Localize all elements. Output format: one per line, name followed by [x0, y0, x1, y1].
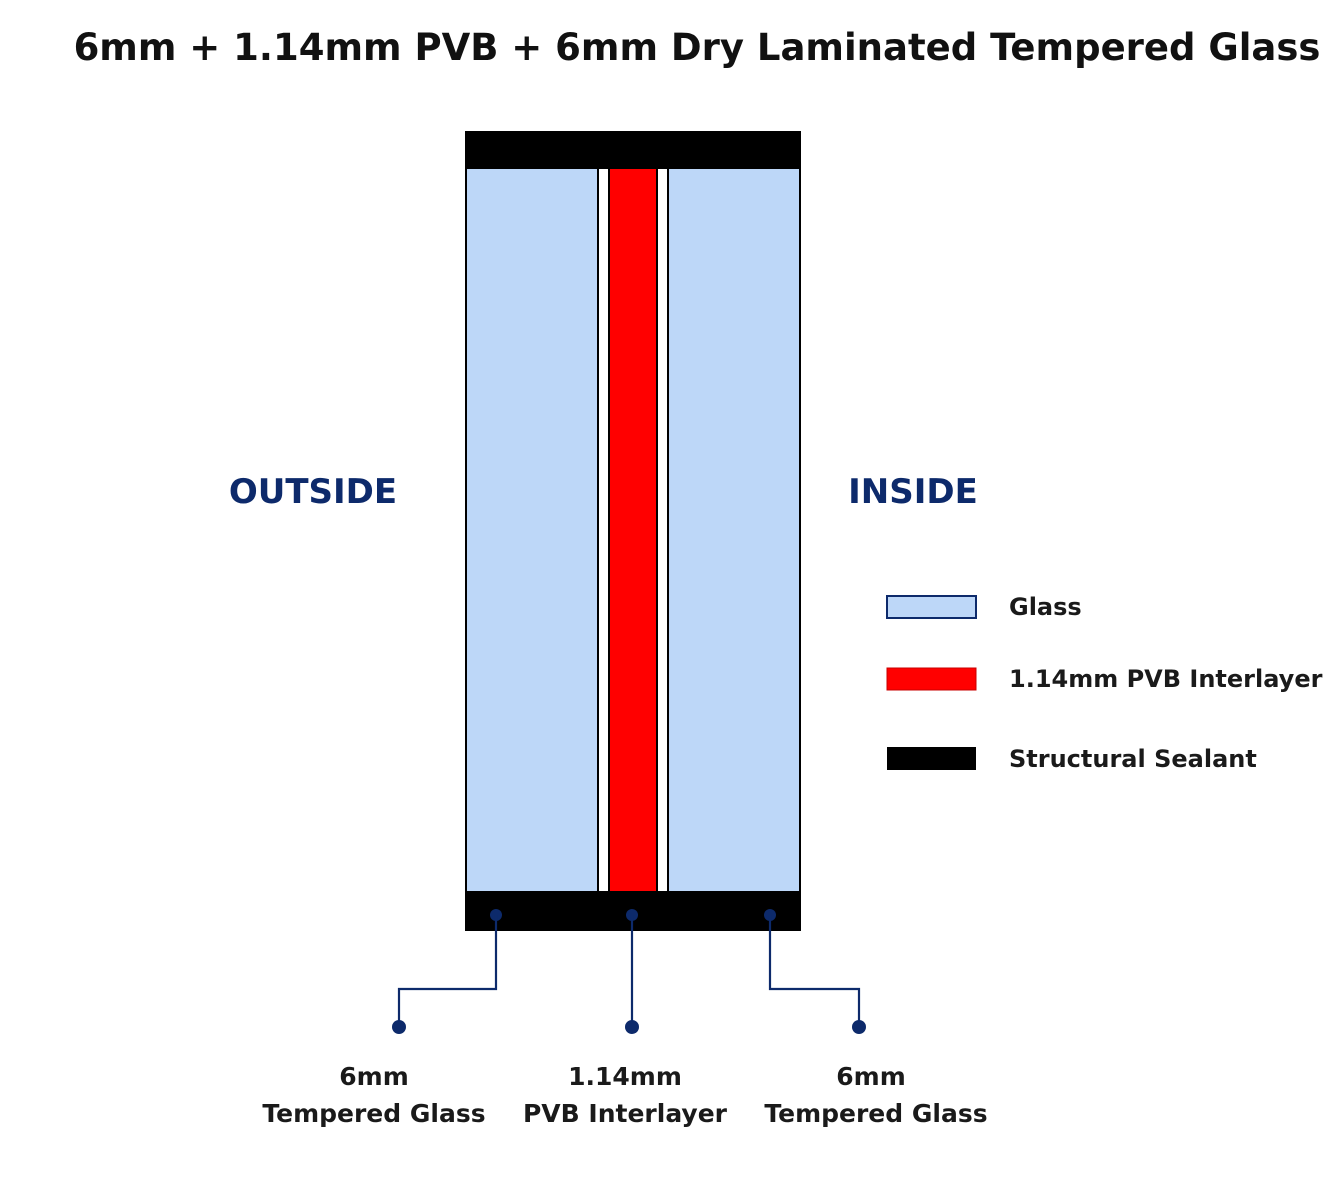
legend-swatch-glass [886, 595, 977, 619]
legend-label-pvb: 1.14mm PVB Interlayer [1009, 665, 1323, 693]
legend-swatch-sealant [887, 747, 976, 770]
outer-glass-callout-line1: 6mm [339, 1062, 409, 1091]
inside-label: INSIDE [848, 472, 978, 512]
outer-glass-pane [467, 169, 598, 891]
inner-glass-pane [669, 169, 799, 891]
outside-label: OUTSIDE [229, 472, 397, 512]
legend-label-glass: Glass [1009, 593, 1082, 621]
inner-glass-leader-line [768, 915, 861, 1027]
inner-glass-callout-line2: Tempered Glass [764, 1099, 987, 1128]
inner-glass-callout-line1: 6mm [836, 1062, 906, 1091]
pvb-interlayer [610, 169, 657, 891]
outer-glass-leader-line [397, 915, 498, 1027]
pvb-callout-line1: 1.14mm [568, 1062, 682, 1091]
pvb-callout-line2: PVB Interlayer [523, 1099, 728, 1128]
legend-swatch-pvb [886, 667, 977, 691]
top-sealant-bar [465, 131, 801, 169]
diagram-title: 6mm + 1.14mm PVB + 6mm Dry Laminated Tem… [74, 26, 1321, 69]
outer-glass-end-dot [392, 1020, 406, 1034]
callout-leaders [392, 909, 866, 1034]
pvb-end-dot [625, 1020, 639, 1034]
glass-assembly [465, 131, 801, 931]
callout-labels: 6mm Tempered Glass 1.14mm PVB Interlayer… [262, 1062, 987, 1128]
right-gap-strip [657, 169, 668, 891]
inner-glass-end-dot [852, 1020, 866, 1034]
left-gap-strip [598, 169, 609, 891]
legend: Glass 1.14mm PVB Interlayer Structural S… [886, 593, 1323, 773]
legend-label-sealant: Structural Sealant [1009, 745, 1257, 773]
outer-glass-callout-line2: Tempered Glass [262, 1099, 485, 1128]
